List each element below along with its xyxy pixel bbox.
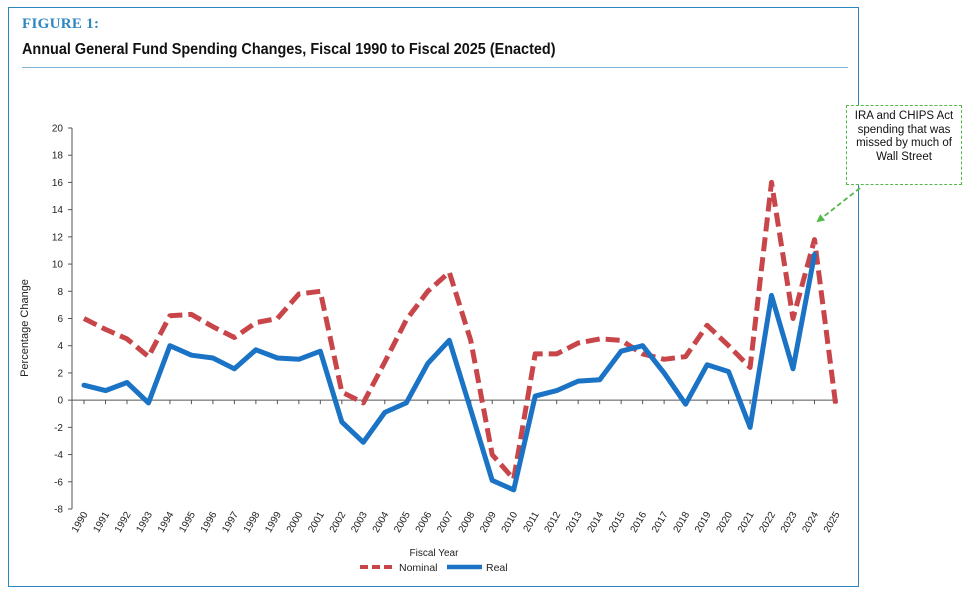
x-tick-label: 2013: [564, 510, 585, 535]
y-tick-label: -6: [54, 477, 63, 488]
y-tick-label: 0: [57, 396, 63, 407]
x-tick-label: 2005: [392, 510, 413, 535]
x-tick-label: 2015: [607, 510, 628, 535]
x-tick-label: 2008: [457, 510, 478, 535]
x-tick-label: 1990: [70, 510, 91, 535]
y-tick-label: 14: [52, 205, 64, 216]
y-tick-label: 10: [52, 260, 64, 271]
x-tick-label: 2014: [586, 510, 607, 535]
x-tick-label: 1994: [156, 510, 177, 535]
x-tick-label: 2011: [522, 510, 542, 535]
y-tick-label: 18: [52, 151, 64, 162]
x-tick-label: 2010: [500, 510, 521, 535]
figure-label: FIGURE 1:: [22, 16, 100, 32]
x-tick-label: 1991: [91, 510, 112, 535]
y-tick-label: -4: [54, 450, 63, 461]
x-tick-label: 2018: [672, 510, 693, 535]
x-tick-label: 2022: [757, 510, 778, 535]
x-tick-label: 2000: [285, 510, 306, 535]
title-divider: [22, 67, 848, 68]
x-tick-label: 1999: [263, 510, 284, 535]
x-axis: 1990 1991 1992 1993 1994 1995 1996 1997 1998 1999…: [70, 399, 843, 535]
x-tick-label: 1993: [134, 510, 155, 535]
x-tick-label: 1992: [113, 510, 134, 535]
annotation-arrow: [816, 187, 861, 223]
x-tick-label: 2009: [478, 510, 499, 535]
x-tick-label: 2023: [779, 510, 800, 535]
x-tick-label: 1997: [220, 510, 241, 535]
x-tick-label: 2003: [349, 510, 370, 535]
x-tick-label: 1995: [177, 510, 198, 535]
x-tick-label: 2006: [414, 510, 435, 535]
y-tick-label: 2: [57, 368, 63, 379]
x-tick-label: 2004: [371, 510, 392, 535]
y-tick-label: 12: [52, 232, 64, 243]
y-tick-label: 4: [57, 341, 63, 352]
x-tick-label: 2012: [543, 510, 564, 535]
x-tick-label: 2007: [435, 510, 456, 535]
y-axis: -8 -6 -4 -2 0 2 4 6 8 10 12 14 16 18 20: [52, 124, 73, 516]
legend-label-nominal: Nominal: [399, 562, 438, 574]
y-tick-label: 6: [57, 314, 63, 325]
chart-title: Annual General Fund Spending Changes, Fi…: [22, 41, 556, 58]
legend: Nominal Real: [360, 562, 508, 574]
y-tick-label: 16: [52, 178, 64, 189]
series-line-nominal: [82, 179, 839, 482]
series-line-real: [81, 252, 817, 493]
x-tick-label: 1996: [199, 510, 220, 535]
figure-frame: [8, 7, 859, 587]
y-axis-title: Percentage Change: [19, 279, 31, 377]
y-tick-label: 20: [52, 124, 64, 135]
x-axis-title: Fiscal Year: [410, 548, 460, 559]
x-tick-label: 2024: [800, 510, 821, 535]
x-tick-label: 1998: [242, 510, 263, 535]
y-tick-label: 8: [57, 287, 63, 298]
x-tick-label: 2019: [693, 510, 714, 535]
annotation-callout: IRA and CHIPS Act spending that was miss…: [846, 105, 962, 185]
x-tick-label: 2016: [629, 510, 650, 535]
legend-label-real: Real: [486, 562, 508, 574]
x-tick-label: 2020: [715, 510, 736, 535]
x-tick-label: 2002: [328, 510, 349, 535]
y-tick-label: -8: [54, 505, 63, 516]
series-layer: [81, 179, 839, 493]
x-tick-label: 2017: [650, 510, 671, 535]
x-tick-label: 2025: [822, 510, 843, 535]
x-tick-label: 2021: [736, 510, 757, 535]
y-tick-label: -2: [54, 423, 63, 434]
x-tick-label: 2001: [306, 510, 327, 535]
